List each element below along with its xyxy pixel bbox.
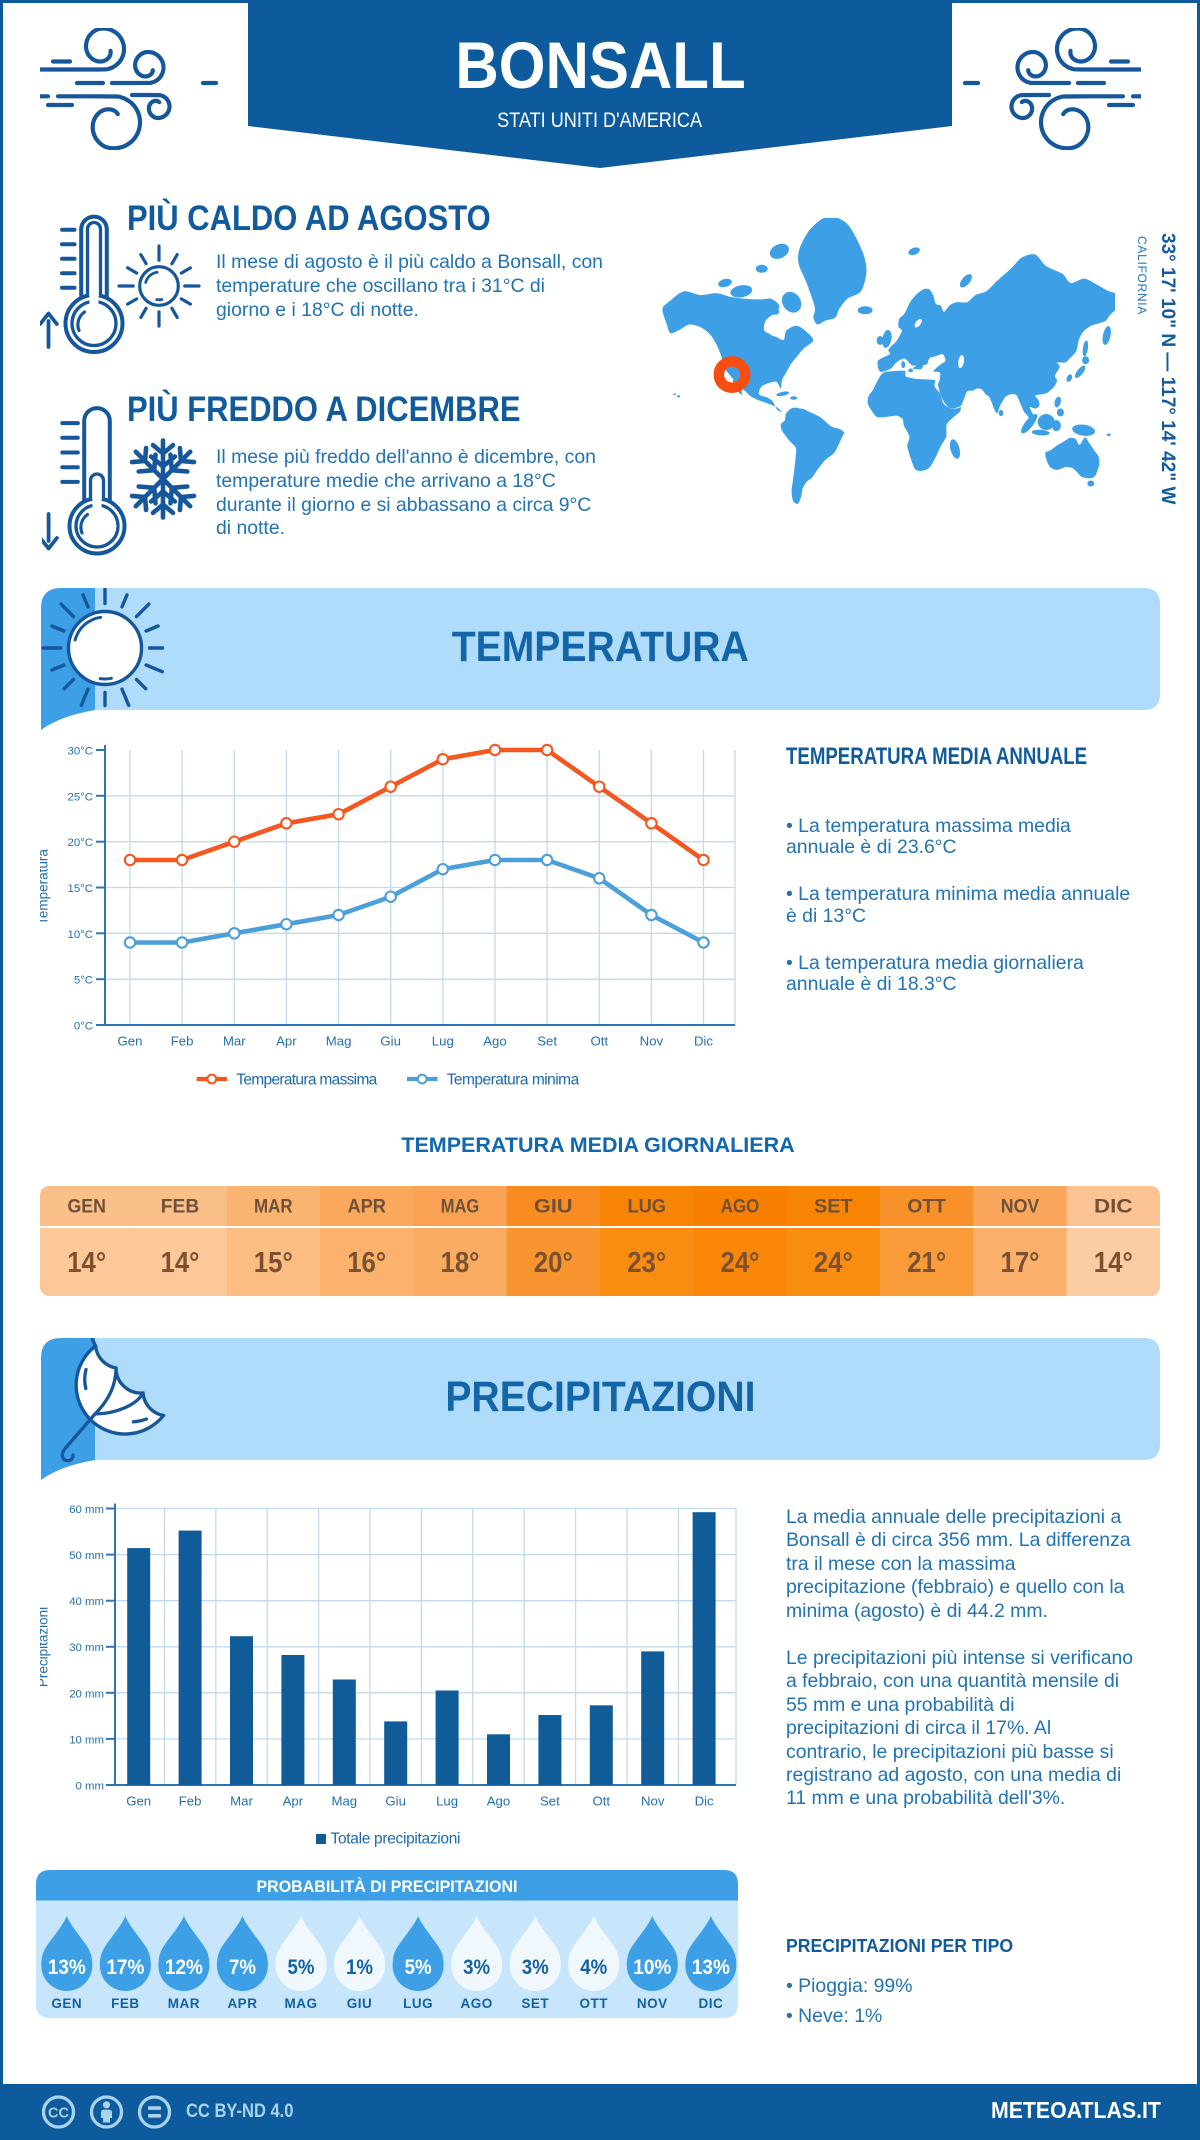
svg-text:10°C: 10°C (68, 929, 93, 941)
svg-text:MAR: MAR (254, 1197, 293, 1218)
svg-text:FEB: FEB (161, 1197, 200, 1218)
svg-text:DIC: DIC (698, 1996, 723, 2011)
svg-text:0°C: 0°C (74, 1021, 93, 1033)
svg-text:OTT: OTT (580, 1996, 609, 2011)
svg-text:24°: 24° (814, 1247, 853, 1279)
svg-text:Gen: Gen (118, 1034, 143, 1049)
svg-text:17°: 17° (1001, 1247, 1040, 1279)
svg-text:30 mm: 30 mm (69, 1642, 104, 1654)
svg-text:10%: 10% (633, 1956, 671, 1979)
svg-text:Mag: Mag (326, 1034, 352, 1049)
svg-text:16°: 16° (347, 1247, 386, 1279)
svg-text:21°: 21° (907, 1247, 946, 1279)
svg-text:Ago: Ago (483, 1034, 506, 1049)
svg-text:Precipitazioni: Precipitazioni (40, 1607, 51, 1687)
svg-text:60 mm: 60 mm (69, 1504, 104, 1516)
svg-text:MAG: MAG (285, 1996, 318, 2011)
svg-text:20°: 20° (534, 1247, 573, 1279)
svg-text:OTT: OTT (907, 1197, 946, 1218)
svg-text:DIC: DIC (1094, 1197, 1133, 1218)
svg-text:14°: 14° (1094, 1247, 1133, 1279)
svg-text:50 mm: 50 mm (69, 1550, 104, 1562)
svg-text:Temperatura minima: Temperatura minima (447, 1072, 580, 1089)
svg-text:25°C: 25°C (68, 791, 93, 803)
svg-text:APR: APR (227, 1996, 257, 2011)
svg-text:Ago: Ago (487, 1794, 510, 1809)
svg-text:LUG: LUG (627, 1197, 666, 1218)
svg-text:18°: 18° (441, 1247, 480, 1279)
svg-text:Mag: Mag (331, 1794, 357, 1809)
svg-text:14°: 14° (67, 1247, 106, 1279)
svg-text:15°C: 15°C (68, 883, 93, 895)
svg-text:GEN: GEN (51, 1996, 82, 2011)
svg-text:MAR: MAR (168, 1996, 200, 2011)
svg-text:Apr: Apr (276, 1034, 297, 1049)
svg-text:NOV: NOV (1001, 1197, 1040, 1218)
svg-text:13%: 13% (692, 1956, 730, 1979)
svg-text:5°C: 5°C (74, 975, 93, 987)
svg-text:14°: 14° (161, 1247, 200, 1279)
svg-text:SET: SET (521, 1996, 549, 2011)
svg-text:Mar: Mar (223, 1034, 246, 1049)
svg-text:PROBABILITÀ DI PRECIPITAZIONI: PROBABILITÀ DI PRECIPITAZIONI (257, 1877, 518, 1896)
svg-text:Dic: Dic (694, 1034, 713, 1049)
svg-text:17%: 17% (106, 1956, 144, 1979)
svg-text:Nov: Nov (640, 1034, 664, 1049)
svg-text:23°: 23° (627, 1247, 666, 1279)
svg-text:GEN: GEN (67, 1197, 106, 1218)
svg-text:AGO: AGO (721, 1197, 760, 1218)
svg-text:Feb: Feb (171, 1034, 194, 1049)
svg-text:1%: 1% (346, 1956, 373, 1979)
svg-text:Ott: Ott (591, 1034, 609, 1049)
svg-text:Lug: Lug (432, 1034, 454, 1049)
svg-text:Mar: Mar (230, 1794, 253, 1809)
svg-text:Giu: Giu (380, 1034, 401, 1049)
svg-text:20°C: 20°C (68, 837, 93, 849)
svg-text:24°: 24° (721, 1247, 760, 1279)
svg-text:3%: 3% (463, 1956, 490, 1979)
svg-text:5%: 5% (405, 1956, 432, 1979)
svg-text:12%: 12% (165, 1956, 203, 1979)
svg-text:Set: Set (540, 1794, 560, 1809)
svg-text:0 mm: 0 mm (76, 1781, 104, 1793)
svg-text:40 mm: 40 mm (69, 1596, 104, 1608)
svg-text:GIU: GIU (347, 1996, 373, 2011)
svg-text:AGO: AGO (461, 1996, 493, 2011)
svg-text:7%: 7% (229, 1956, 256, 1979)
svg-text:3%: 3% (522, 1956, 549, 1979)
svg-text:LUG: LUG (403, 1996, 433, 2011)
svg-text:30°C: 30°C (68, 746, 93, 758)
svg-text:CC: CC (48, 2105, 69, 2121)
svg-text:Temperatura massima: Temperatura massima (236, 1072, 377, 1089)
svg-text:MAG: MAG (441, 1197, 480, 1218)
svg-text:Ott: Ott (593, 1794, 611, 1809)
svg-text:GIU: GIU (534, 1197, 573, 1218)
svg-text:Feb: Feb (179, 1794, 202, 1809)
svg-text:SET: SET (814, 1197, 853, 1218)
svg-text:Gen: Gen (126, 1794, 151, 1809)
svg-text:15°: 15° (254, 1247, 293, 1279)
svg-text:Giu: Giu (385, 1794, 406, 1809)
svg-text:5%: 5% (288, 1956, 315, 1979)
svg-text:Lug: Lug (436, 1794, 458, 1809)
svg-text:Set: Set (537, 1034, 557, 1049)
svg-text:13%: 13% (48, 1956, 86, 1979)
svg-text:Temperatura: Temperatura (40, 849, 51, 925)
svg-text:NOV: NOV (637, 1996, 668, 2011)
svg-text:Nov: Nov (641, 1794, 665, 1809)
svg-text:Apr: Apr (283, 1794, 304, 1809)
svg-text:10 mm: 10 mm (69, 1734, 104, 1746)
svg-text:APR: APR (347, 1197, 386, 1218)
svg-text:Totale precipitazioni: Totale precipitazioni (331, 1831, 461, 1848)
svg-text:4%: 4% (580, 1956, 607, 1979)
svg-text:20 mm: 20 mm (69, 1688, 104, 1700)
svg-text:Dic: Dic (695, 1794, 714, 1809)
svg-text:FEB: FEB (111, 1996, 140, 2011)
